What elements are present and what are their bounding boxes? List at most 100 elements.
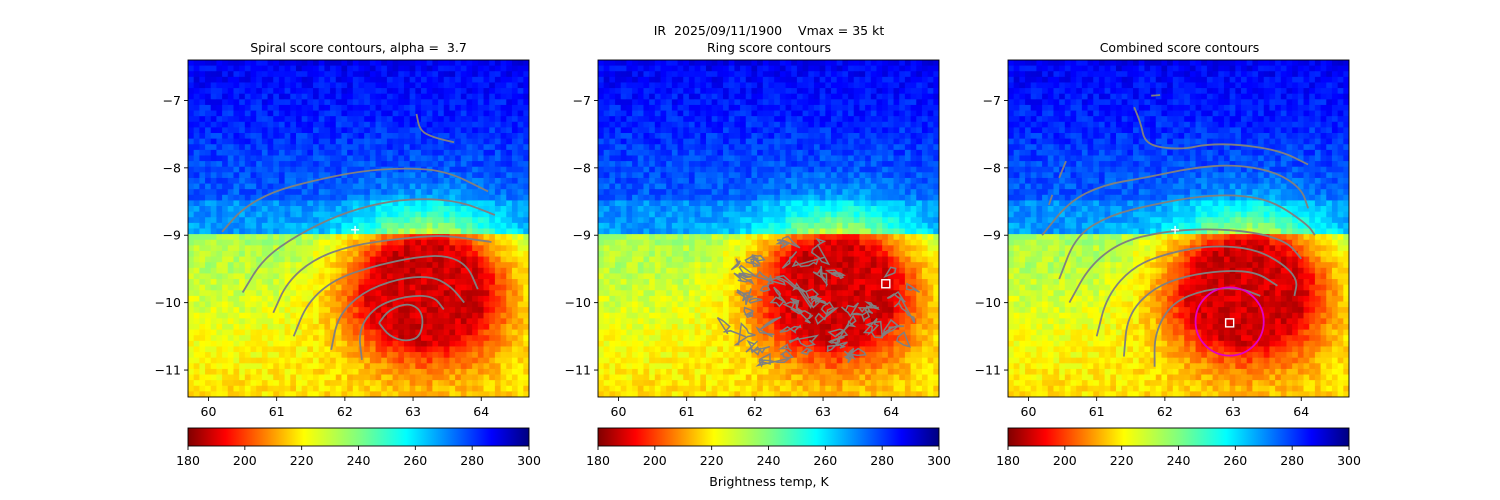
axes-frame (187, 59, 530, 398)
colorbar (187, 427, 530, 447)
contour-line (825, 269, 845, 280)
y-tick-label: −11 (155, 363, 181, 378)
colorbar-tick-label: 280 (460, 453, 484, 468)
contour-line (843, 350, 857, 361)
x-tick-label: 63 (815, 404, 831, 419)
x-tick-label: 60 (201, 404, 217, 419)
x-tick-label: 62 (747, 404, 763, 419)
ring-center-marker (1224, 318, 1235, 328)
colorbar-tick-label: 240 (347, 453, 371, 468)
contour-line (750, 260, 762, 268)
colorbar-tick-label: 180 (586, 453, 610, 468)
contour-line (745, 339, 759, 353)
contour-line (840, 302, 860, 318)
contour-line (738, 272, 752, 279)
contour-line (791, 256, 825, 268)
contour-line (819, 266, 829, 288)
contour-line (766, 274, 774, 287)
score-contours (1041, 94, 1316, 367)
contour-line (755, 326, 775, 338)
contour-line (779, 324, 802, 334)
ring-center-marker (881, 279, 891, 289)
y-tick-label: −9 (163, 228, 181, 243)
y-tick-label: −7 (573, 93, 591, 108)
contour-line (759, 316, 782, 331)
contour-line (1041, 164, 1309, 236)
y-tick-label: −10 (975, 295, 1001, 310)
colorbar-tick-label: 240 (757, 453, 781, 468)
contour-line (800, 347, 814, 356)
panel-body: 60 61 62 63 64 −11 −10 −9 −8 −7 180 200 220 240 260 280… (565, 59, 951, 468)
spiral-center-marker (1171, 225, 1180, 234)
x-tick-label: 61 (1089, 404, 1105, 419)
contour-line (741, 288, 752, 306)
y-tick-label: −9 (573, 228, 591, 243)
panel-title: Ring score contours (707, 40, 831, 55)
contour-line (779, 350, 795, 359)
contour-line (736, 289, 754, 302)
axes-frame (597, 59, 940, 398)
y-tick-label: −10 (155, 295, 181, 310)
x-tick-label: 60 (1021, 404, 1037, 419)
x-tick-label: 60 (611, 404, 627, 419)
contour-line (827, 328, 846, 338)
contour-line (378, 303, 424, 342)
contour-line (221, 167, 489, 233)
contour-line (820, 301, 835, 317)
contour-line (862, 317, 880, 336)
colorbar-tick-label: 200 (233, 453, 257, 468)
contour-line (755, 270, 786, 286)
brightness-temp-field (598, 60, 939, 397)
contour-line (1048, 194, 1054, 206)
contour-line (905, 282, 921, 293)
y-tick-label: −8 (163, 160, 181, 175)
panel-spiral: Spiral score contours, alpha = 3.7 60 61 6… (155, 40, 541, 468)
colorbar-label: Brightness temp, K (709, 474, 829, 489)
x-tick-label: 64 (883, 404, 899, 419)
center-circle (1194, 286, 1265, 357)
contour-line (738, 264, 757, 278)
contour-line (864, 304, 874, 314)
contour-line (1068, 228, 1302, 304)
contour-line (1095, 245, 1298, 337)
contour-line (359, 294, 445, 361)
contour-line (883, 318, 900, 335)
contour-line (750, 254, 766, 262)
contour-line (792, 282, 821, 309)
colorbar-tick-label: 200 (643, 453, 667, 468)
x-tick-label: 63 (405, 404, 421, 419)
contour-line (777, 343, 793, 352)
contour-line (272, 235, 492, 314)
colorbar-tick-label: 300 (927, 453, 951, 468)
contour-line (838, 314, 857, 339)
contour-line (830, 271, 847, 278)
contour-line (1123, 270, 1278, 357)
panel-title: Combined score contours (1100, 40, 1260, 55)
contour-line (810, 237, 831, 266)
spiral-center-marker (351, 225, 360, 234)
x-tick-label: 61 (679, 404, 695, 419)
contour-line (837, 341, 848, 349)
score-contours (716, 235, 921, 368)
contour-line (1153, 287, 1261, 367)
contour-line (868, 303, 880, 311)
panel-title: Spiral score contours, alpha = 3.7 (250, 40, 467, 55)
colorbar (1007, 427, 1350, 447)
contour-line (846, 347, 867, 357)
colorbar-tick-label: 220 (290, 453, 314, 468)
contour-line (1133, 106, 1309, 166)
score-contours (221, 113, 496, 361)
colorbar-tick-label: 200 (1053, 453, 1077, 468)
contour-line (773, 286, 787, 304)
panel-combined: Combined score contours 60 61 62 63 64 −11 −10… (975, 40, 1361, 468)
y-tick-label: −7 (163, 93, 181, 108)
contour-line (865, 320, 884, 339)
y-tick-label: −8 (573, 160, 591, 175)
x-tick-label: 63 (1225, 404, 1241, 419)
y-tick-label: −7 (983, 93, 1001, 108)
y-tick-label: −11 (565, 363, 591, 378)
contour-line (292, 255, 479, 337)
contour-line (748, 297, 764, 304)
colorbar-tick-label: 280 (870, 453, 894, 468)
